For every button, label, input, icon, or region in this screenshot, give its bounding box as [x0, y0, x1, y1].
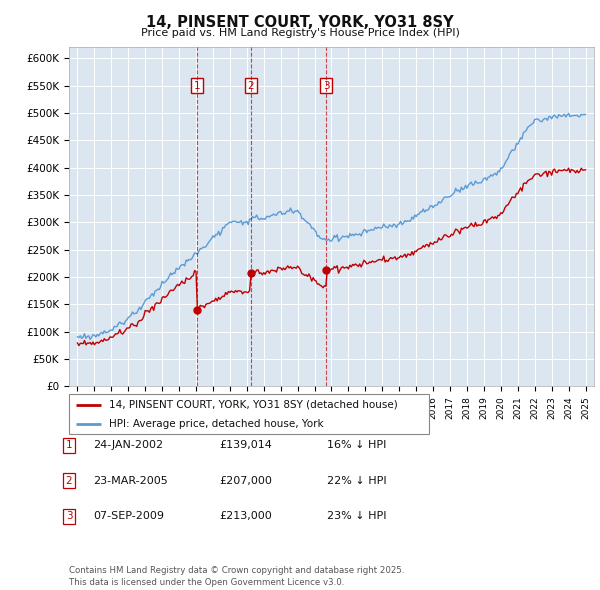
Text: Price paid vs. HM Land Registry's House Price Index (HPI): Price paid vs. HM Land Registry's House …: [140, 28, 460, 38]
Text: 2: 2: [65, 476, 73, 486]
Text: 16% ↓ HPI: 16% ↓ HPI: [327, 441, 386, 450]
Text: 3: 3: [323, 80, 329, 90]
Text: 3: 3: [65, 512, 73, 521]
Text: 14, PINSENT COURT, YORK, YO31 8SY (detached house): 14, PINSENT COURT, YORK, YO31 8SY (detac…: [109, 400, 397, 410]
Text: Contains HM Land Registry data © Crown copyright and database right 2025.
This d: Contains HM Land Registry data © Crown c…: [69, 566, 404, 587]
Text: £213,000: £213,000: [219, 512, 272, 521]
Text: 23% ↓ HPI: 23% ↓ HPI: [327, 512, 386, 521]
Text: 14, PINSENT COURT, YORK, YO31 8SY: 14, PINSENT COURT, YORK, YO31 8SY: [146, 15, 454, 30]
Text: 1: 1: [194, 80, 200, 90]
Text: HPI: Average price, detached house, York: HPI: Average price, detached house, York: [109, 419, 323, 428]
Text: 2: 2: [247, 80, 254, 90]
Text: £139,014: £139,014: [219, 441, 272, 450]
FancyBboxPatch shape: [69, 394, 429, 434]
Text: 22% ↓ HPI: 22% ↓ HPI: [327, 476, 386, 486]
Text: 07-SEP-2009: 07-SEP-2009: [93, 512, 164, 521]
Text: 1: 1: [65, 441, 73, 450]
Text: 24-JAN-2002: 24-JAN-2002: [93, 441, 163, 450]
Text: 23-MAR-2005: 23-MAR-2005: [93, 476, 168, 486]
Text: £207,000: £207,000: [219, 476, 272, 486]
